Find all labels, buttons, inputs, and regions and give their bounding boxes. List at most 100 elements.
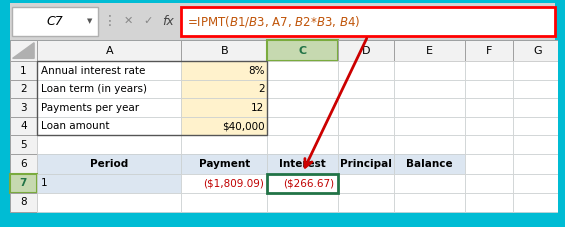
Bar xyxy=(514,136,562,154)
Bar xyxy=(10,136,37,154)
Polygon shape xyxy=(12,43,34,58)
Bar xyxy=(10,40,37,61)
Bar xyxy=(37,61,267,136)
Text: $40,000: $40,000 xyxy=(222,121,264,131)
Text: Interest: Interest xyxy=(279,159,326,169)
Text: 1: 1 xyxy=(20,66,27,76)
Bar xyxy=(394,80,464,98)
Bar xyxy=(338,117,394,136)
Bar xyxy=(394,173,464,193)
Bar xyxy=(338,40,394,61)
Bar xyxy=(10,173,37,193)
Bar xyxy=(394,117,464,136)
Text: 1: 1 xyxy=(41,178,47,188)
Text: 5: 5 xyxy=(20,140,27,150)
Bar xyxy=(37,80,181,98)
Text: 7: 7 xyxy=(20,178,27,188)
Text: Annual interest rate: Annual interest rate xyxy=(41,66,145,76)
Text: 6: 6 xyxy=(20,159,27,169)
Bar xyxy=(181,173,267,193)
Bar xyxy=(10,154,37,173)
Bar xyxy=(181,7,555,36)
Text: 2: 2 xyxy=(258,84,264,94)
Bar xyxy=(394,154,464,173)
Bar xyxy=(37,173,181,193)
Bar xyxy=(267,193,338,212)
Bar xyxy=(181,193,267,212)
Bar xyxy=(514,40,562,61)
Text: ✕: ✕ xyxy=(124,16,133,26)
Bar xyxy=(514,193,562,212)
Text: ⋮: ⋮ xyxy=(102,14,116,28)
Bar xyxy=(10,117,37,136)
Bar xyxy=(514,117,562,136)
Text: ($1,809.09): ($1,809.09) xyxy=(203,178,264,188)
Bar xyxy=(514,154,562,173)
Bar xyxy=(181,117,267,136)
Text: 8%: 8% xyxy=(248,66,264,76)
Text: 8: 8 xyxy=(20,197,27,207)
Bar xyxy=(10,193,37,212)
Bar xyxy=(37,61,181,80)
Bar xyxy=(464,136,514,154)
Text: 3: 3 xyxy=(20,103,27,113)
Bar xyxy=(37,136,181,154)
Bar xyxy=(10,80,37,98)
Bar xyxy=(37,154,181,173)
Text: Balance: Balance xyxy=(406,159,453,169)
Bar xyxy=(464,173,514,193)
Bar xyxy=(514,61,562,80)
Bar xyxy=(338,80,394,98)
Text: B: B xyxy=(220,46,228,56)
Bar xyxy=(267,40,338,61)
Bar xyxy=(267,80,338,98)
Bar xyxy=(338,61,394,80)
Text: 2: 2 xyxy=(20,84,27,94)
Text: Loan term (in years): Loan term (in years) xyxy=(41,84,147,94)
Bar xyxy=(37,193,181,212)
Text: 4: 4 xyxy=(20,121,27,131)
Bar xyxy=(464,117,514,136)
Bar xyxy=(181,98,267,117)
Text: ▼: ▼ xyxy=(87,18,93,24)
Bar xyxy=(394,193,464,212)
Text: C7: C7 xyxy=(46,15,63,28)
Bar xyxy=(181,80,267,98)
Bar xyxy=(514,80,562,98)
Bar xyxy=(181,154,267,173)
Bar xyxy=(338,173,394,193)
Text: Principal: Principal xyxy=(340,159,392,169)
Text: 12: 12 xyxy=(251,103,264,113)
Text: Loan amount: Loan amount xyxy=(41,121,110,131)
Bar xyxy=(181,40,267,61)
Text: A: A xyxy=(106,46,113,56)
Bar xyxy=(37,40,181,61)
Text: Payments per year: Payments per year xyxy=(41,103,139,113)
Text: C: C xyxy=(298,46,307,56)
Bar xyxy=(338,98,394,117)
Bar xyxy=(10,3,555,40)
Bar xyxy=(338,136,394,154)
Text: G: G xyxy=(533,46,542,56)
Bar xyxy=(37,98,181,117)
Bar xyxy=(10,61,37,80)
Bar xyxy=(267,154,338,173)
Bar xyxy=(514,98,562,117)
Bar xyxy=(464,98,514,117)
Text: Period: Period xyxy=(90,159,128,169)
Bar xyxy=(464,61,514,80)
Bar xyxy=(464,80,514,98)
Bar xyxy=(338,154,394,173)
Bar xyxy=(464,154,514,173)
Text: E: E xyxy=(426,46,433,56)
Text: =IPMT($B$1/$B$3, A7, $B$2*$B$3, $B$4): =IPMT($B$1/$B$3, A7, $B$2*$B$3, $B$4) xyxy=(188,14,360,29)
Bar xyxy=(181,136,267,154)
Bar xyxy=(464,193,514,212)
Bar xyxy=(394,136,464,154)
Text: fx: fx xyxy=(162,15,173,28)
Bar xyxy=(267,117,338,136)
Bar xyxy=(338,193,394,212)
Text: F: F xyxy=(486,46,492,56)
Bar xyxy=(394,40,464,61)
Bar xyxy=(10,98,37,117)
